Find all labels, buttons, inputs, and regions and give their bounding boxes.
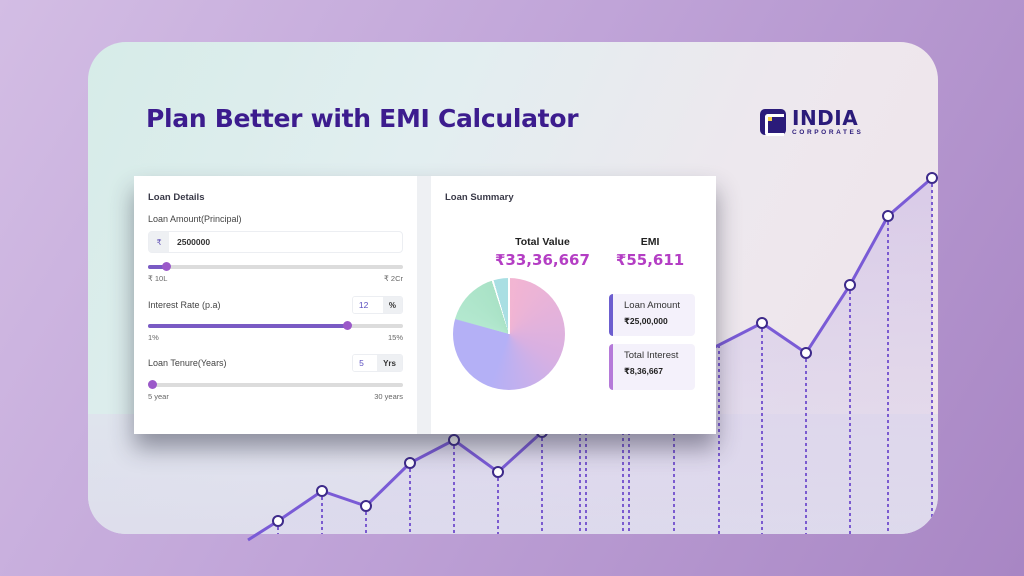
- panel-divider: [417, 176, 431, 434]
- loan-details-heading: Loan Details: [148, 192, 205, 203]
- percent-unit: %: [382, 297, 402, 313]
- legend-loan-amount: Loan Amount ₹25,00,000: [609, 294, 695, 336]
- loan-tenure-slider-thumb[interactable]: [147, 380, 157, 389]
- loan-tenure-label: Loan Tenure(Years): [148, 358, 227, 368]
- emi-calculator-widget: Loan Details Loan Amount(Principal) ₹ 25…: [134, 176, 716, 434]
- interest-rate-input[interactable]: 12 %: [351, 296, 403, 314]
- total-value-label: Total Value: [515, 236, 570, 248]
- loan-amount-value[interactable]: 2500000: [177, 237, 211, 247]
- loan-tenure-value[interactable]: 5: [353, 355, 378, 371]
- rupee-icon: ₹: [149, 232, 169, 252]
- total-value-amount: ₹33,36,667: [495, 251, 590, 269]
- interest-rate-max: 15%: [387, 333, 403, 342]
- page-title: Plan Better with EMI Calculator: [146, 104, 579, 133]
- loan-breakdown-pie-chart: [453, 278, 565, 390]
- brand-logo: INDIA CORPORATES: [760, 108, 863, 137]
- loan-summary-heading: Loan Summary: [445, 192, 514, 203]
- loan-tenure-input[interactable]: 5 Yrs: [352, 354, 403, 372]
- emi-stat: EMI ₹55,611: [616, 236, 684, 269]
- interest-rate-slider[interactable]: [148, 321, 403, 330]
- interest-rate-min: 1%: [148, 333, 159, 342]
- interest-rate-value[interactable]: 12: [352, 297, 383, 313]
- loan-tenure-min: 5 year: [148, 392, 169, 401]
- legend-loan-amount-value: ₹25,00,000: [624, 316, 668, 326]
- loan-amount-slider[interactable]: [148, 262, 403, 271]
- loan-details-panel: Loan Details Loan Amount(Principal) ₹ 25…: [134, 176, 417, 434]
- interest-rate-label: Interest Rate (p.a): [148, 300, 221, 310]
- emi-amount: ₹55,611: [615, 251, 685, 269]
- legend-total-interest-value: ₹8,36,667: [624, 366, 664, 376]
- years-unit: Yrs: [377, 355, 402, 371]
- loan-tenure-max: 30 years: [374, 392, 403, 401]
- india-corporates-logo-icon: [760, 109, 786, 137]
- legend-total-interest-label: Total Interest: [624, 350, 679, 361]
- loan-amount-label: Loan Amount(Principal): [148, 214, 242, 224]
- loan-amount-slider-thumb[interactable]: [161, 262, 171, 271]
- logo-sub-text: CORPORATES: [792, 129, 864, 136]
- emi-label: EMI: [640, 236, 660, 248]
- total-value-stat: Total Value ₹33,36,667: [495, 236, 590, 269]
- interest-rate-slider-thumb[interactable]: [342, 321, 352, 330]
- loan-amount-min: ₹ 10L: [148, 274, 168, 283]
- loan-amount-input[interactable]: ₹ 2500000: [148, 231, 403, 253]
- loan-summary-panel: Loan Summary Total Value ₹33,36,667 EMI …: [431, 176, 716, 434]
- legend-total-interest: Total Interest ₹8,36,667: [609, 344, 695, 390]
- loan-amount-max: ₹ 2Cr: [384, 274, 403, 283]
- legend-loan-amount-label: Loan Amount: [624, 300, 680, 311]
- loan-tenure-slider[interactable]: [147, 380, 403, 389]
- logo-main-text: INDIA: [792, 106, 859, 130]
